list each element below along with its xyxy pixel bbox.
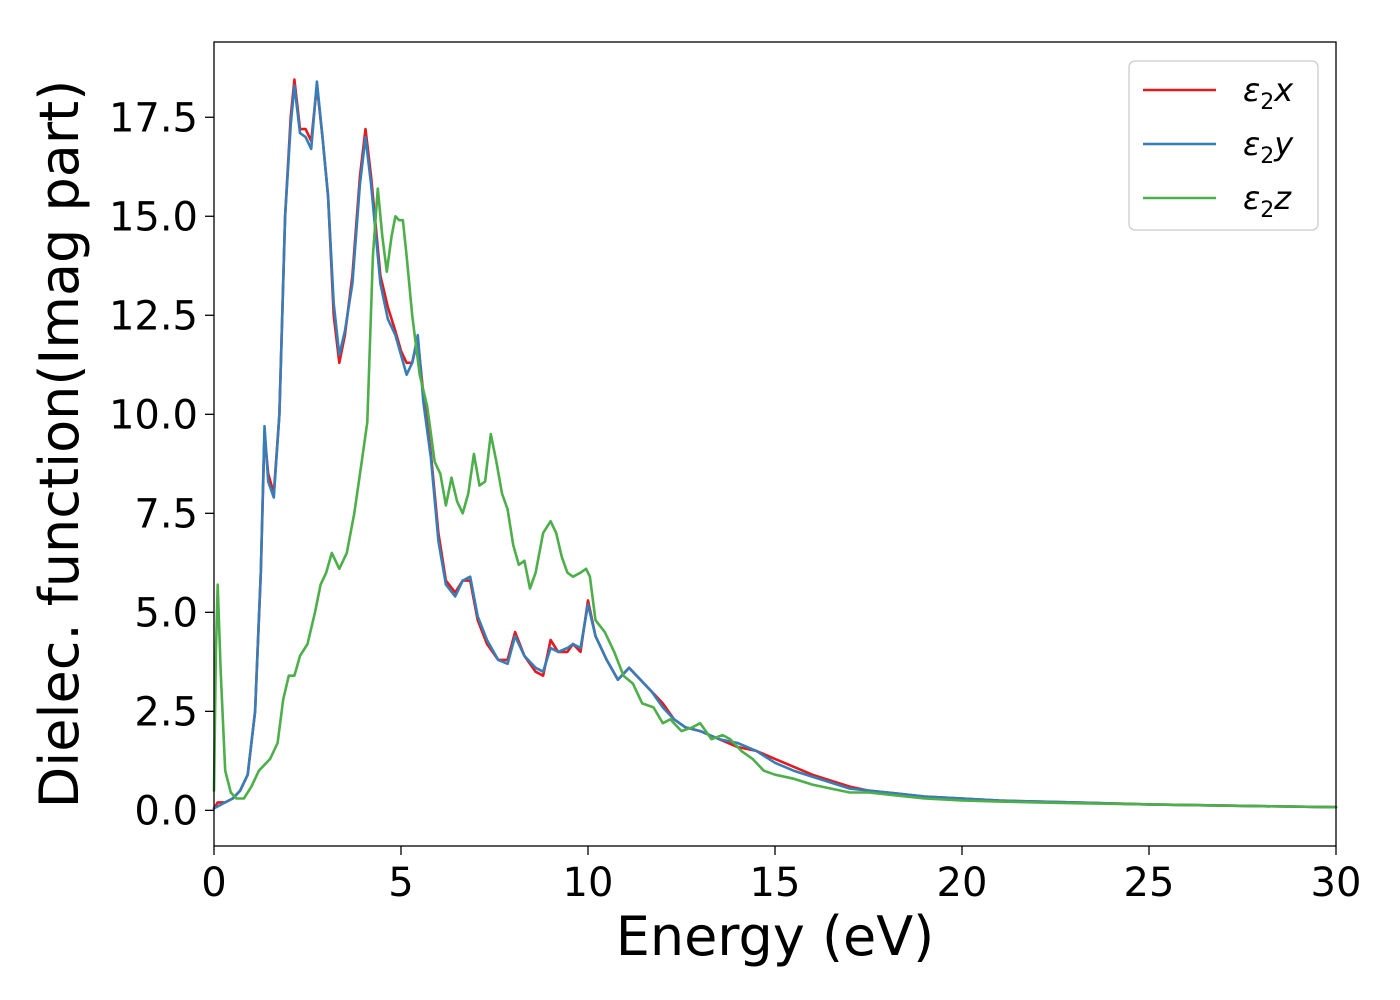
x-tick-label: 20 [937,860,988,906]
y-tick-label: 10.0 [109,392,198,438]
y-tick-label: 5.0 [134,590,198,636]
x-tick-label: 25 [1124,860,1175,906]
legend-label-z: ε2z [1243,179,1292,223]
legend-label-y: ε2y [1243,125,1294,169]
legend-box [1128,60,1319,231]
y-axis: 0.0 2.5 5.0 7.5 10.0 12.5 15.0 17.5 [109,95,214,834]
y-tick-label: 15.0 [109,194,198,240]
legend-label-variable: x [1273,71,1294,109]
x-tick-label: 30 [1311,860,1362,906]
x-tick-label: 10 [563,860,614,906]
x-axis-label: Energy (eV) [616,905,935,968]
y-tick-label: 17.5 [109,95,198,141]
legend-label-base: ε [1243,71,1260,109]
x-tick-label: 0 [201,860,226,906]
legend-label-base: ε [1243,125,1260,163]
y-tick-label: 0.0 [134,788,198,834]
series-layer [212,78,1338,810]
y-tick-label: 2.5 [134,689,198,735]
series-line-z [212,187,1338,809]
legend-label-subscript: 2 [1260,144,1274,169]
legend-label-subscript: 2 [1260,198,1274,223]
legend-label-variable: z [1273,179,1292,217]
x-axis: 0 5 10 15 20 25 30 [201,846,1361,906]
legend-label-variable: y [1273,125,1294,163]
y-axis-label: Dielec. function(Imag part) [28,80,91,809]
y-tick-label: 7.5 [134,491,198,537]
legend-label-base: ε [1243,179,1260,217]
series-line-y [212,80,1338,810]
x-tick-label: 5 [388,860,413,906]
legend-label-subscript: 2 [1260,90,1274,115]
y-tick-label: 12.5 [109,293,198,339]
x-tick-label: 15 [750,860,801,906]
legend-label-x: ε2x [1243,71,1294,115]
